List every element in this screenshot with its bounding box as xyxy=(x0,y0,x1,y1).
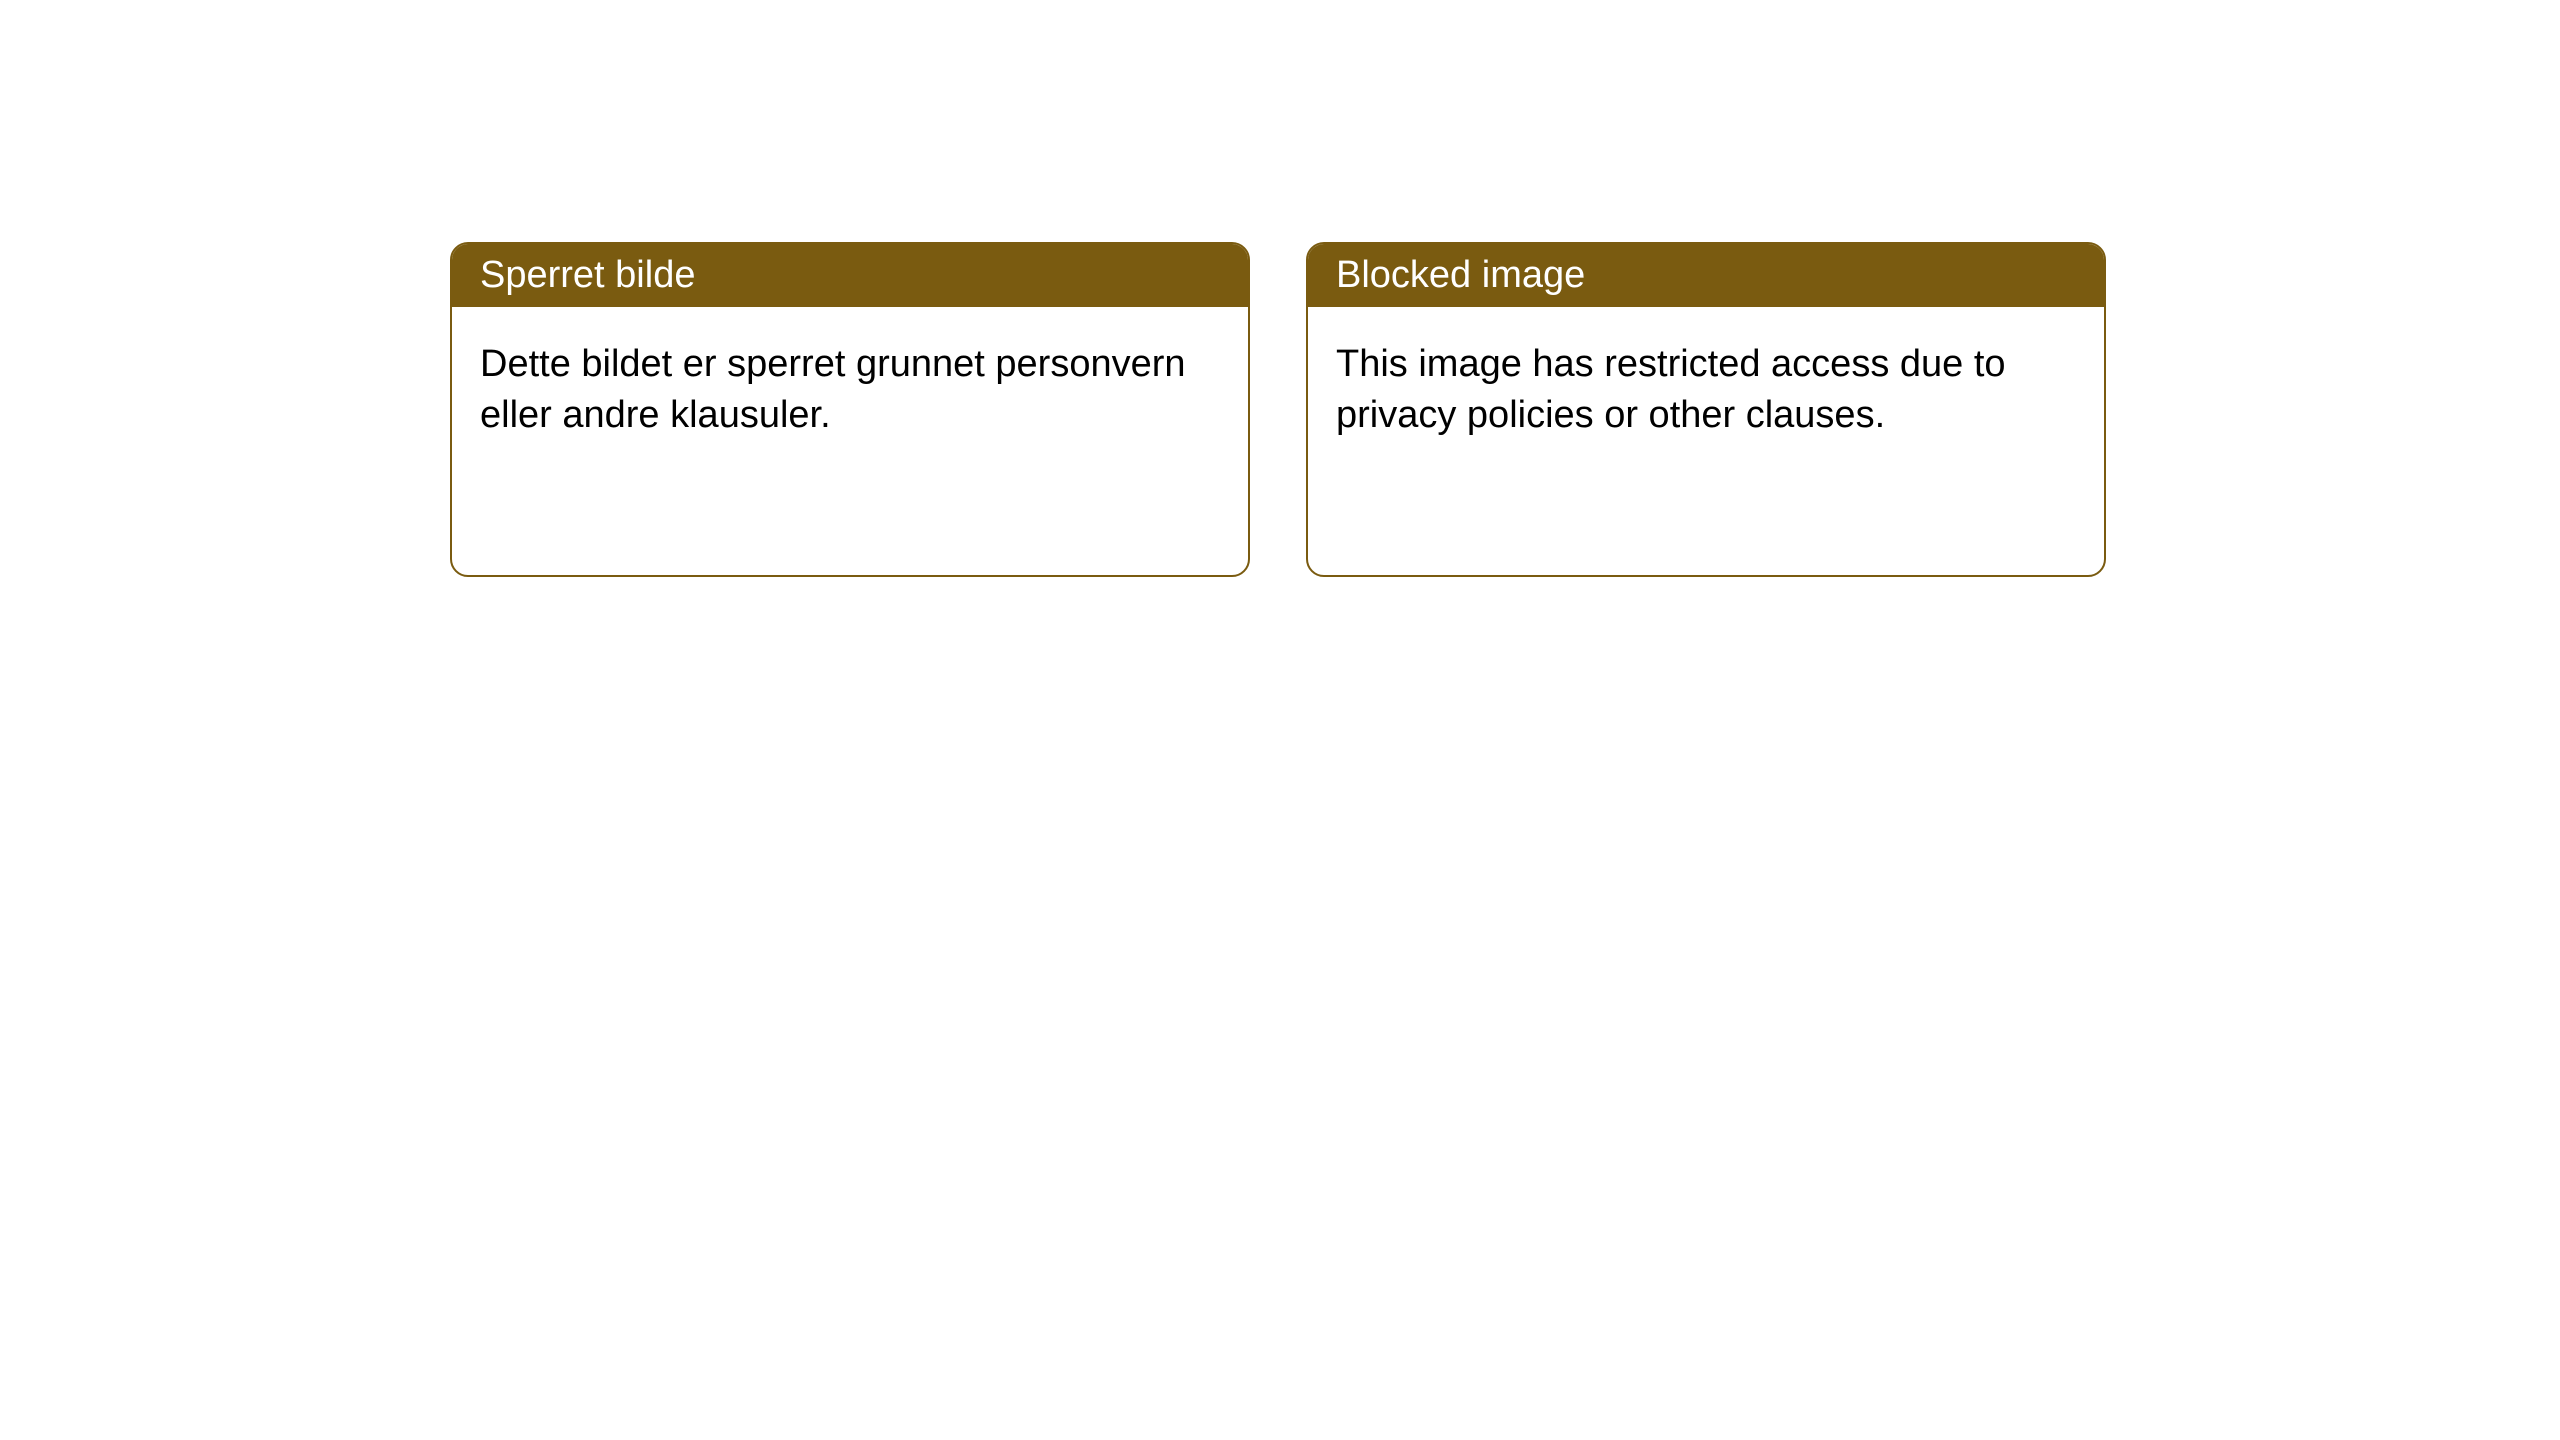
notice-card-norwegian: Sperret bilde Dette bildet er sperret gr… xyxy=(450,242,1250,577)
notice-header-english: Blocked image xyxy=(1308,244,2104,307)
notice-cards-container: Sperret bilde Dette bildet er sperret gr… xyxy=(450,242,2560,577)
notice-header-norwegian: Sperret bilde xyxy=(452,244,1248,307)
notice-body-english: This image has restricted access due to … xyxy=(1308,307,2104,474)
notice-body-norwegian: Dette bildet er sperret grunnet personve… xyxy=(452,307,1248,474)
notice-card-english: Blocked image This image has restricted … xyxy=(1306,242,2106,577)
